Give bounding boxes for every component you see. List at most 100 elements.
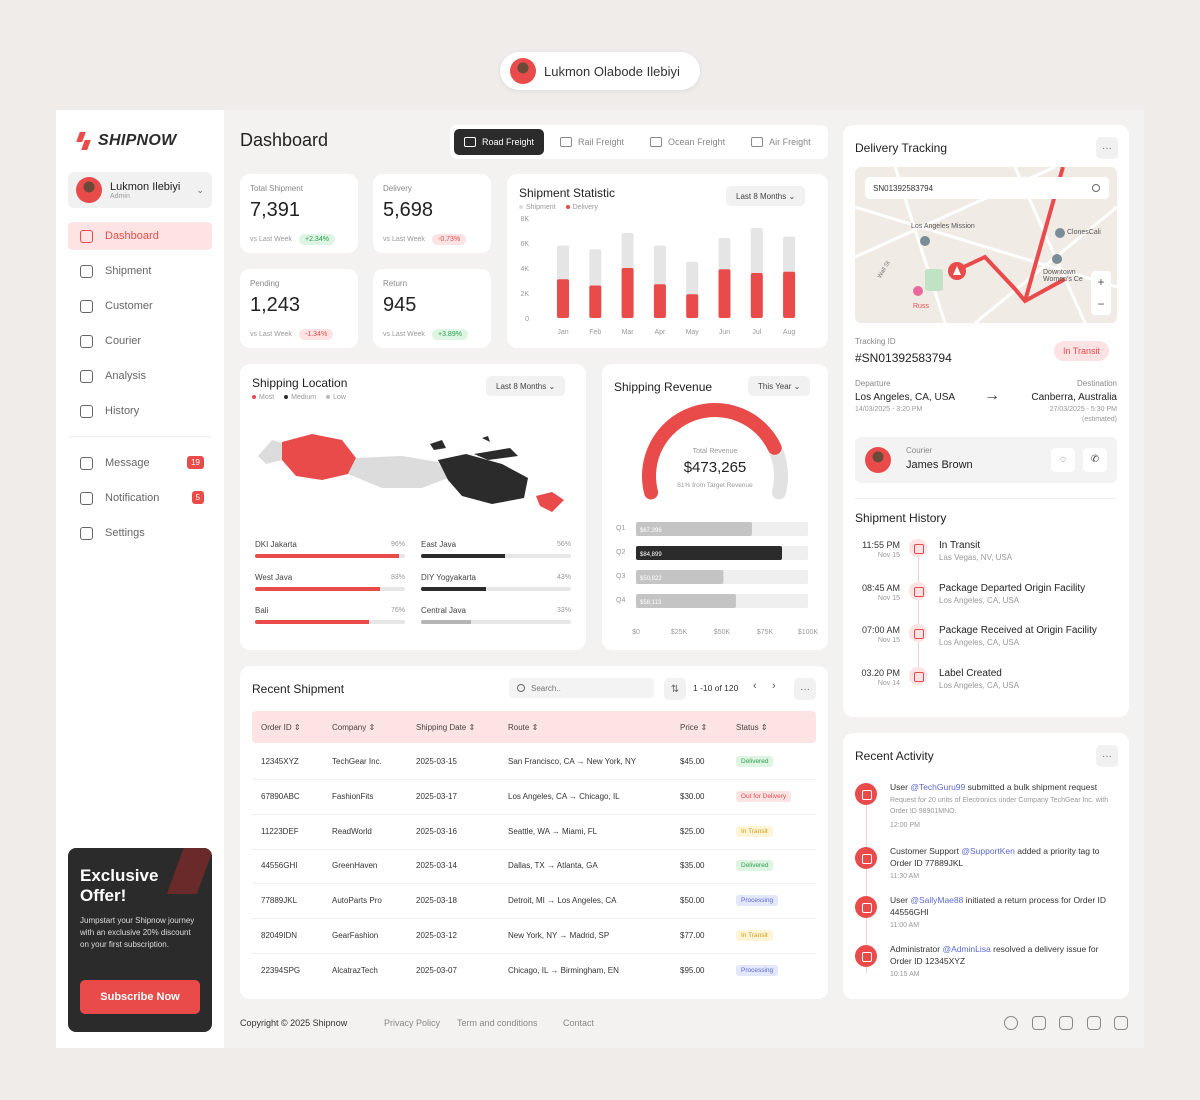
cell-id[interactable]: 22394SPG: [261, 965, 301, 975]
user-mention-link[interactable]: @AdminLisa: [942, 944, 991, 954]
region-label: DKI Jakarta: [255, 540, 297, 549]
map-label: Russ: [913, 303, 929, 310]
privacy-link[interactable]: Privacy Policy: [384, 1018, 441, 1028]
courier-name: James Brown: [906, 459, 973, 471]
sidebar-item-label: Dashboard: [105, 230, 159, 242]
column-header[interactable]: Price ⇕: [680, 723, 708, 732]
chat-icon[interactable]: ◌: [1051, 448, 1075, 472]
column-header[interactable]: Order ID ⇕: [261, 723, 301, 732]
users-icon: [80, 299, 93, 313]
pagination-text: 1 -10 of 120: [693, 683, 739, 693]
user-mention-link[interactable]: @SupportKen: [961, 846, 1015, 856]
zoom-in-icon[interactable]: +: [1097, 275, 1105, 289]
instagram-icon[interactable]: [1059, 1016, 1073, 1030]
x-tick-label: Jan: [557, 329, 568, 336]
region-progress-fill: [255, 554, 399, 558]
search-field[interactable]: [509, 678, 654, 698]
history-title: Label Created: [939, 667, 1002, 679]
cell-id[interactable]: 11223DEF: [261, 826, 299, 836]
sidebar-item-shipment[interactable]: Shipment: [68, 257, 212, 285]
x-tick-label: Feb: [589, 329, 601, 336]
map-region-islands: [430, 436, 490, 450]
more-icon[interactable]: ···: [1096, 137, 1118, 159]
sidebar-item-customer[interactable]: Customer: [68, 292, 212, 320]
map-zoom-controls[interactable]: + −: [1091, 271, 1111, 315]
cell-id[interactable]: 12345XYZ: [261, 757, 299, 766]
stat-value: 7,391: [250, 199, 301, 221]
search-icon[interactable]: [1092, 184, 1100, 192]
column-header[interactable]: Shipping Date ⇕: [416, 723, 476, 732]
status-badge: Delivered: [736, 860, 774, 872]
subscribe-button[interactable]: Subscribe Now: [80, 980, 200, 1014]
youtube-icon[interactable]: [1086, 1016, 1101, 1030]
user-switcher[interactable]: Lukmon Ilebiyi Admin ⌄: [68, 172, 212, 208]
cell-route: Detroit, MI → Los Angeles, CA: [508, 896, 617, 906]
cell-id[interactable]: 77889JKL: [261, 896, 298, 906]
column-header[interactable]: Status ⇕: [736, 723, 768, 732]
cell-id[interactable]: 44556GHI: [261, 861, 298, 871]
divider: [68, 436, 212, 437]
bar-value-label: $58,113: [640, 600, 662, 606]
sidebar-item-courier[interactable]: Courier: [68, 327, 212, 355]
revenue-bar-chart: Q1 $67,396 Q2 $84,899 Q3 $50,822 Q4 $58,113 $0 $2…: [616, 522, 818, 636]
activity-icon: [855, 896, 877, 918]
sidebar-item-settings[interactable]: Settings: [68, 519, 212, 547]
profile-chip[interactable]: Lukmon Olabode Ilebiyi: [500, 52, 700, 90]
bar-delivery: [589, 285, 602, 318]
period-select[interactable]: This Year ⌄: [748, 376, 811, 396]
x-tick-label: $25K: [671, 629, 688, 636]
more-icon[interactable]: ···: [794, 678, 816, 700]
courier-avatar: [865, 447, 891, 473]
change-badge: +2.34%: [299, 234, 335, 245]
map-label: Los Angeles Mission: [911, 223, 975, 230]
tab-air-freight[interactable]: Air Freight: [741, 129, 821, 155]
sidebar-item-label: Courier: [105, 335, 142, 347]
tracking-map[interactable]: SN01392583794 Los Angeles Mission Clones…: [855, 167, 1117, 323]
period-select[interactable]: Last 8 Months ⌄: [486, 376, 566, 396]
brand-logo[interactable]: SHIPNOW: [76, 132, 177, 150]
period-select[interactable]: Last 8 Months ⌄: [726, 186, 806, 206]
tab-road-freight[interactable]: Road Freight: [454, 129, 545, 155]
search-input[interactable]: [531, 683, 641, 693]
cell-date: 2025-03-18: [416, 896, 457, 906]
zoom-out-icon[interactable]: −: [1097, 297, 1105, 311]
column-header[interactable]: Company ⇕: [332, 723, 376, 732]
map-region-bali: [536, 492, 564, 512]
sidebar-item-notification[interactable]: Notification 5: [68, 484, 212, 512]
user-mention-link[interactable]: @SallyMae88: [910, 895, 964, 905]
estimated-label: (estimated): [1081, 416, 1117, 423]
tab-label: Rail Freight: [578, 137, 625, 147]
stat-compare: vs Last Week: [383, 331, 425, 338]
legend-delivery: Delivery: [566, 204, 598, 211]
cell-id[interactable]: 82049IDN: [261, 931, 298, 940]
terms-link[interactable]: Term and conditions: [457, 1018, 538, 1028]
facebook-icon[interactable]: [1004, 1016, 1018, 1030]
phone-icon[interactable]: ✆: [1083, 448, 1107, 472]
cell-route: New York, NY → Madrid, SP: [508, 931, 610, 940]
sort-icon[interactable]: ⇅: [664, 678, 686, 700]
count-badge: 5: [191, 491, 204, 504]
linkedin-icon[interactable]: [1114, 1016, 1128, 1030]
prev-page-icon[interactable]: ‹: [753, 680, 757, 692]
region-label: Bali: [255, 606, 269, 615]
history-status-icon: [909, 581, 927, 600]
user-mention-link[interactable]: @TechGuru99: [910, 782, 966, 792]
map-region-east-java: [438, 454, 528, 504]
more-icon[interactable]: ···: [1096, 745, 1118, 767]
tracking-search-input[interactable]: SN01392583794: [865, 177, 1109, 199]
column-header[interactable]: Route ⇕: [508, 723, 539, 732]
cell-id[interactable]: 67890ABC: [261, 791, 300, 801]
contact-link[interactable]: Contact: [563, 1018, 595, 1028]
sidebar-item-message[interactable]: Message 19: [68, 449, 212, 477]
x-icon[interactable]: [1031, 1016, 1046, 1030]
y-tick-label: 8K: [520, 216, 529, 223]
y-tick-label: 2K: [520, 291, 529, 298]
region-percent: 96%: [390, 541, 405, 548]
tab-rail-freight[interactable]: Rail Freight: [550, 129, 634, 155]
sidebar-item-dashboard[interactable]: Dashboard: [68, 222, 212, 250]
tab-ocean-freight[interactable]: Ocean Freight: [640, 129, 735, 155]
sidebar-item-history[interactable]: History: [68, 397, 212, 425]
tracking-id: #SN01392583794: [855, 351, 952, 365]
next-page-icon[interactable]: ›: [772, 680, 776, 692]
sidebar-item-analysis[interactable]: Analysis: [68, 362, 212, 390]
